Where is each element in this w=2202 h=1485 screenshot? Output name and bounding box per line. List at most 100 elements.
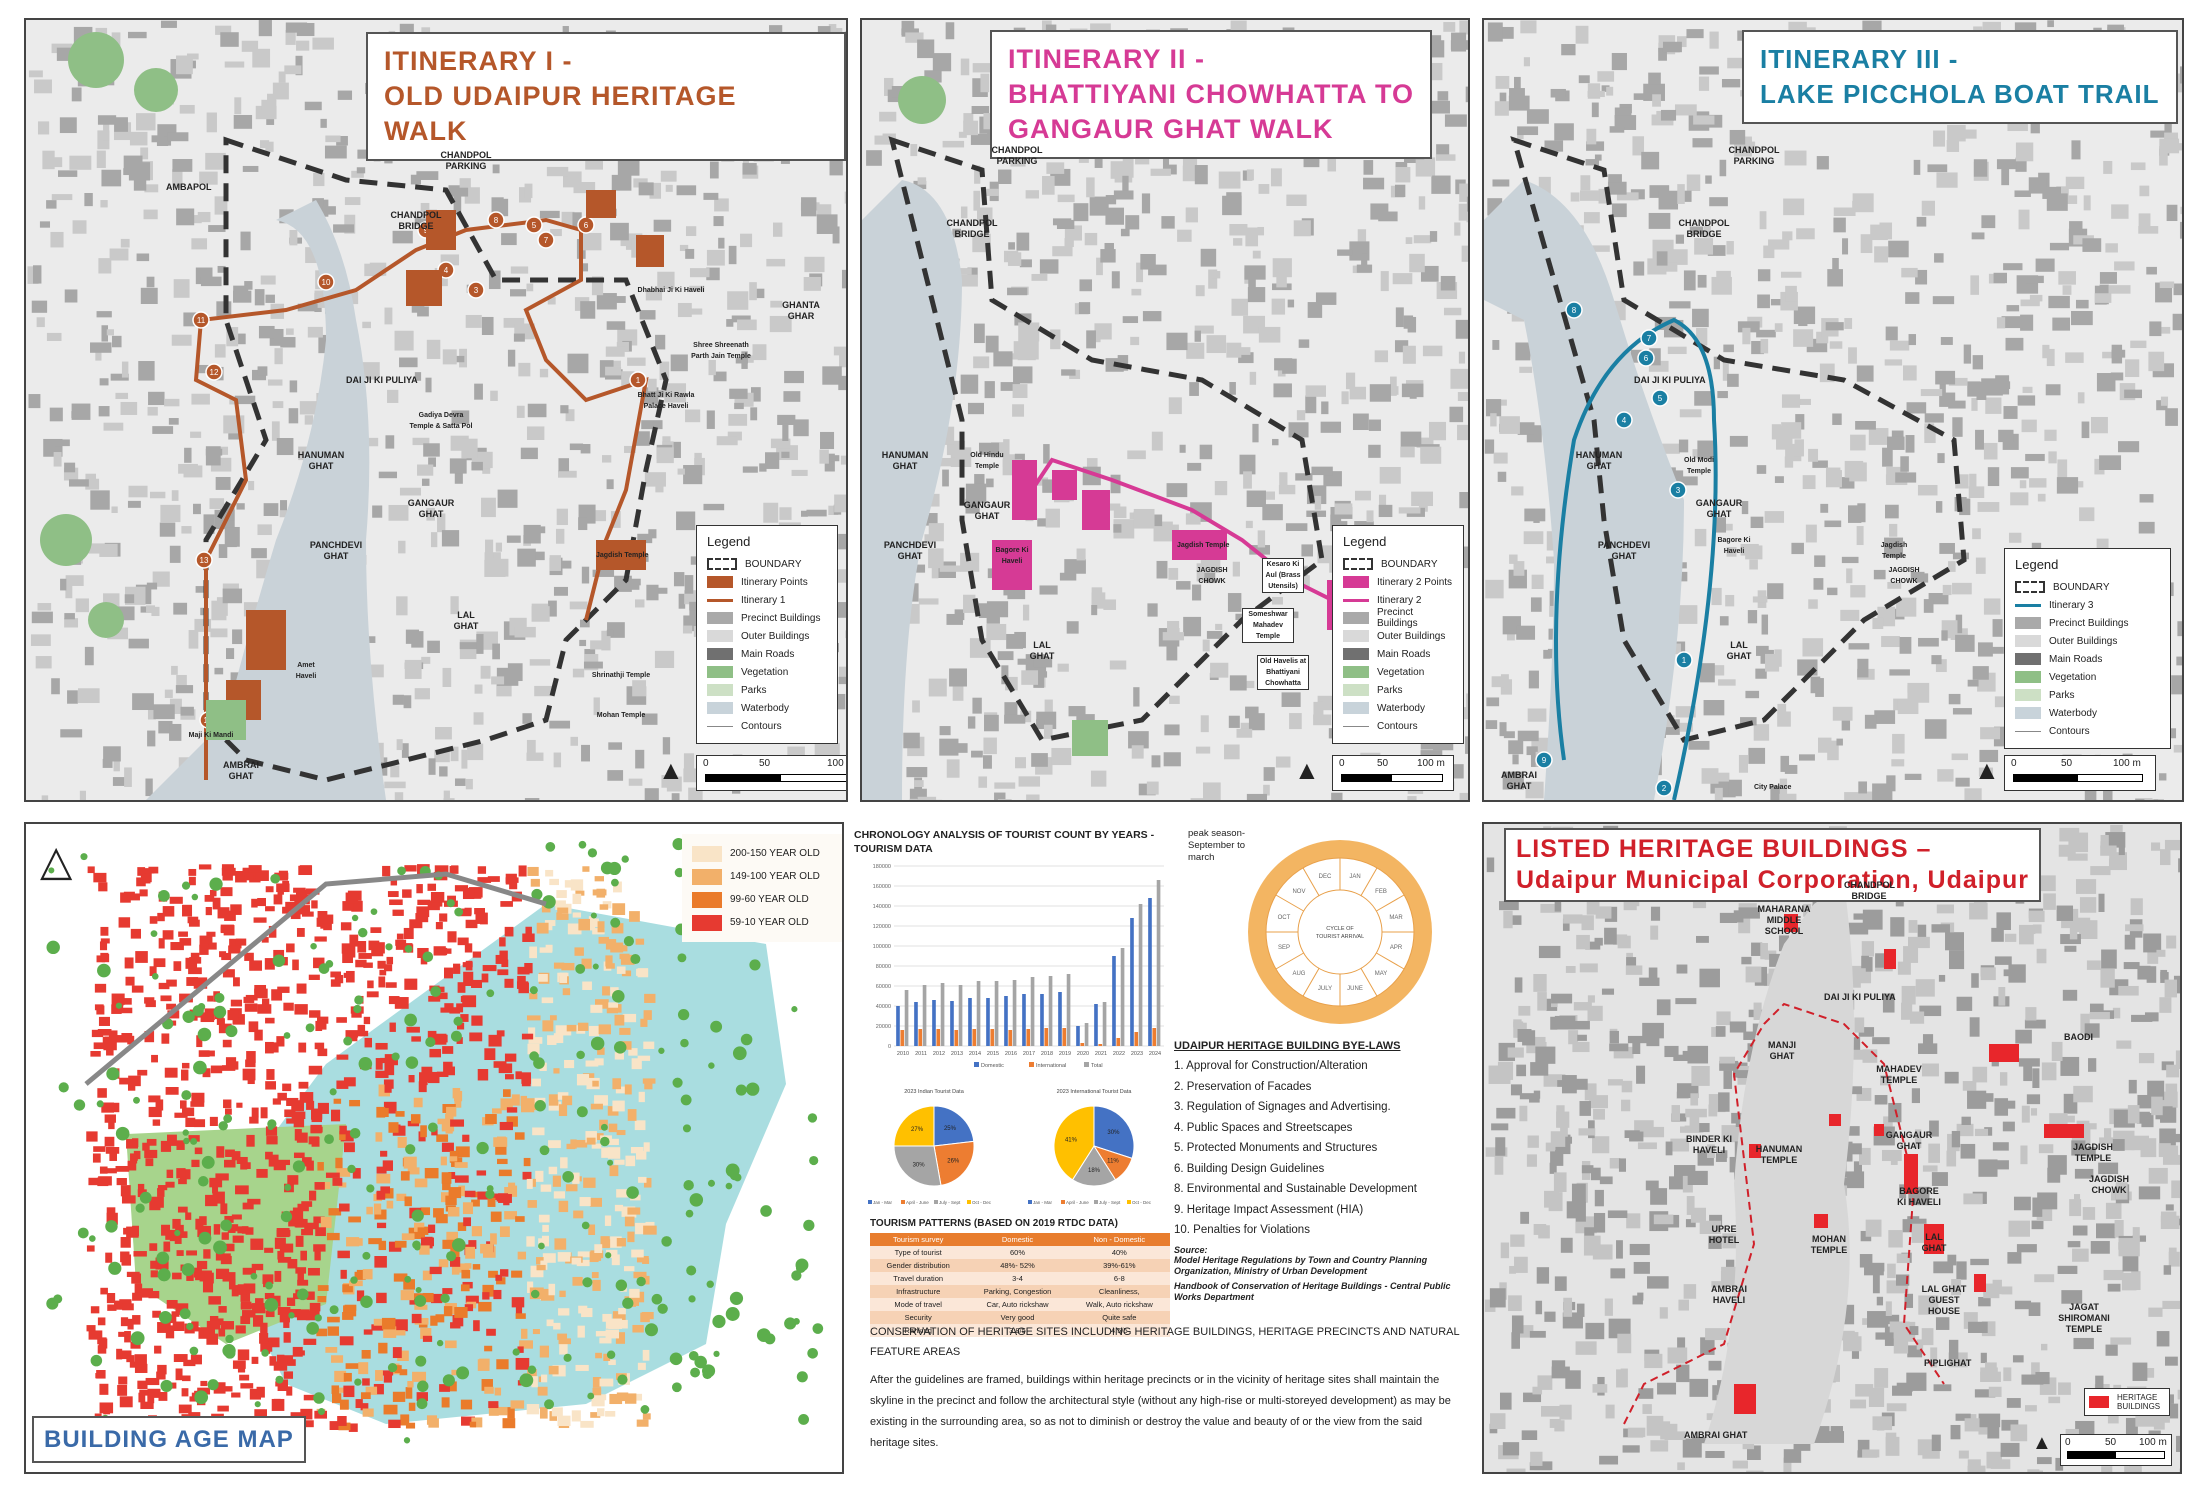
building-footprint bbox=[1872, 1037, 1890, 1045]
building-footprint bbox=[985, 335, 999, 353]
building-footprint bbox=[1793, 329, 1814, 347]
age-building bbox=[334, 974, 344, 984]
itinerary-stop-marker[interactable] bbox=[317, 273, 335, 291]
building-footprint bbox=[195, 586, 207, 593]
tree bbox=[677, 953, 687, 963]
itinerary-stop-marker[interactable] bbox=[1535, 751, 1553, 769]
precinct-swatch bbox=[2015, 617, 2041, 629]
age-building bbox=[315, 1020, 323, 1032]
age-building bbox=[254, 988, 268, 999]
age-building bbox=[157, 1185, 168, 1191]
building-footprint bbox=[1928, 1143, 1941, 1163]
building-footprint bbox=[1313, 701, 1324, 719]
building-footprint bbox=[1263, 784, 1270, 796]
map-label: PANCHDEVI GHAT bbox=[1597, 540, 1651, 561]
building-footprint bbox=[524, 183, 533, 199]
age-building bbox=[127, 1035, 135, 1045]
building-footprint bbox=[1802, 475, 1816, 490]
itinerary-stop-marker[interactable] bbox=[1637, 349, 1655, 367]
itinerary-stop-marker[interactable] bbox=[192, 311, 210, 329]
itinerary-stop-marker[interactable] bbox=[467, 281, 485, 299]
building-footprint bbox=[1703, 225, 1711, 238]
building-footprint bbox=[1022, 604, 1030, 621]
age-building bbox=[562, 1095, 573, 1106]
itinerary-stop-marker[interactable] bbox=[205, 363, 223, 381]
itinerary-stop-number: 6 bbox=[1644, 354, 1649, 363]
building-footprint bbox=[1214, 481, 1228, 496]
building-footprint bbox=[1883, 1116, 1893, 1131]
age-building bbox=[133, 1251, 147, 1257]
building-footprint bbox=[146, 582, 158, 590]
building-footprint bbox=[960, 58, 970, 76]
itinerary-stop-marker[interactable] bbox=[1615, 411, 1633, 429]
age-building bbox=[294, 896, 302, 908]
age-building bbox=[147, 1392, 155, 1404]
itinerary-stop-marker[interactable] bbox=[195, 551, 213, 569]
wheel-month-label: APR bbox=[1390, 945, 1403, 951]
wheel-month-label: JULY bbox=[1318, 986, 1332, 992]
itinerary-stop-marker[interactable] bbox=[1640, 329, 1658, 347]
building-footprint bbox=[1005, 353, 1021, 360]
itinerary-stop-marker[interactable] bbox=[525, 216, 543, 234]
tree bbox=[578, 840, 587, 849]
age-building bbox=[394, 1240, 407, 1248]
building-footprint bbox=[1858, 1147, 1871, 1165]
age-building bbox=[86, 1325, 96, 1332]
age-building bbox=[172, 1321, 185, 1331]
building-footprint bbox=[2159, 281, 2175, 289]
itinerary-stop-marker[interactable] bbox=[487, 211, 505, 229]
north-arrow-icon: ▲ bbox=[1974, 755, 2000, 785]
x-tick-label: 2022 bbox=[1113, 1051, 1125, 1057]
building-footprint bbox=[779, 507, 792, 520]
building-footprint bbox=[1932, 296, 1955, 305]
age-building bbox=[574, 947, 584, 956]
tree bbox=[224, 1347, 236, 1359]
age-building bbox=[428, 1224, 436, 1233]
building-footprint bbox=[1808, 448, 1819, 462]
building-footprint bbox=[1686, 29, 1704, 39]
building-footprint bbox=[1625, 965, 1643, 975]
building-footprint bbox=[396, 596, 408, 616]
itinerary-stop-marker[interactable] bbox=[1651, 389, 1669, 407]
building-footprint bbox=[673, 441, 681, 458]
building-footprint bbox=[1301, 544, 1313, 557]
age-building bbox=[97, 1029, 112, 1036]
building-footprint bbox=[1832, 413, 1842, 425]
itinerary-stop-marker[interactable] bbox=[1675, 651, 1693, 669]
building-footprint bbox=[215, 25, 232, 35]
age-building bbox=[150, 1260, 158, 1269]
age-building bbox=[449, 866, 459, 874]
itinerary-stop-number: 8 bbox=[1572, 306, 1577, 315]
x-tick-label: 2023 bbox=[1131, 1051, 1143, 1057]
building-footprint bbox=[951, 743, 968, 753]
age-building bbox=[157, 1322, 171, 1333]
building-footprint bbox=[1161, 216, 1175, 229]
age-building bbox=[231, 1285, 239, 1297]
building-footprint bbox=[2165, 1204, 2174, 1211]
itinerary-stop-marker[interactable] bbox=[1655, 779, 1673, 797]
itinerary-1-legend: Legend BOUNDARY Itinerary Points Itinera… bbox=[696, 525, 838, 744]
building-footprint bbox=[1497, 471, 1507, 482]
age-building bbox=[205, 1194, 218, 1207]
building-footprint bbox=[274, 348, 283, 365]
building-footprint bbox=[121, 361, 129, 378]
building-footprint bbox=[912, 700, 920, 713]
itinerary-stop-marker[interactable] bbox=[537, 231, 555, 249]
tree bbox=[194, 1390, 209, 1405]
age-building bbox=[125, 976, 135, 986]
age-building bbox=[327, 1326, 339, 1336]
age-building bbox=[210, 1065, 223, 1074]
tree bbox=[688, 1350, 699, 1361]
itinerary-stop-marker[interactable] bbox=[1565, 301, 1583, 319]
building-footprint bbox=[2065, 352, 2084, 363]
age-building bbox=[592, 889, 607, 896]
itinerary-stop-marker[interactable] bbox=[629, 371, 647, 389]
building-footprint bbox=[1872, 1274, 1880, 1294]
age-building bbox=[441, 1172, 452, 1184]
building-footprint bbox=[1537, 992, 1547, 1011]
itinerary-stop-marker[interactable] bbox=[1669, 481, 1687, 499]
building-footprint bbox=[64, 613, 75, 620]
building-footprint bbox=[145, 778, 153, 797]
age-building bbox=[179, 1100, 187, 1109]
building-footprint bbox=[917, 177, 927, 185]
